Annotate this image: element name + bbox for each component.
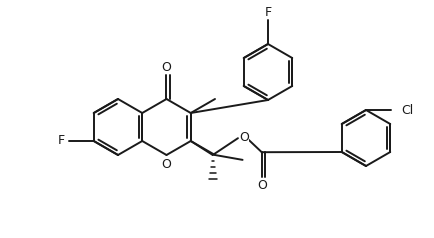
Text: F: F [58,134,65,148]
Text: O: O [161,158,171,170]
Text: O: O [239,131,249,144]
Text: O: O [257,179,266,192]
Text: F: F [264,6,272,19]
Text: O: O [161,61,171,74]
Text: Cl: Cl [401,104,414,116]
